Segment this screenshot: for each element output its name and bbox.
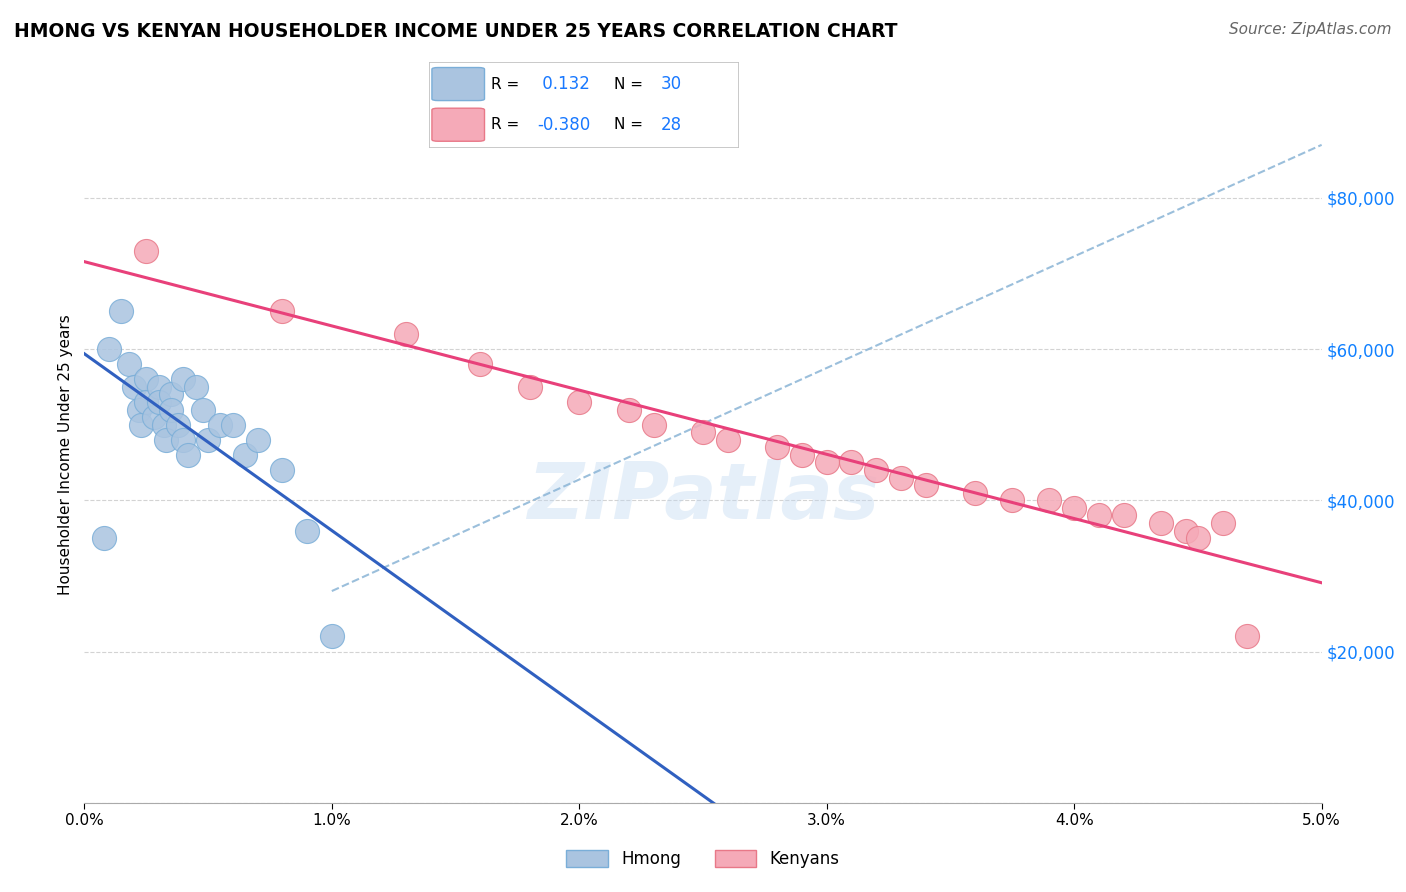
Point [914, 478, 936, 492]
Point [790, 448, 813, 462]
Text: HMONG VS KENYAN HOUSEHOLDER INCOME UNDER 25 YEARS CORRELATION CHART: HMONG VS KENYAN HOUSEHOLDER INCOME UNDER… [14, 22, 897, 41]
Point [148, 395, 170, 409]
Point [766, 441, 789, 455]
Point [209, 417, 232, 432]
Point [1150, 516, 1173, 530]
Point [1174, 524, 1197, 538]
Point [155, 433, 177, 447]
Point [1063, 500, 1085, 515]
Point [295, 524, 318, 538]
Point [172, 372, 194, 386]
Point [148, 380, 170, 394]
Point [1001, 493, 1024, 508]
Point [135, 244, 157, 258]
Point [815, 455, 838, 469]
Point [160, 402, 183, 417]
Point [233, 448, 256, 462]
Point [191, 402, 214, 417]
Point [271, 463, 294, 477]
Point [1038, 493, 1060, 508]
Point [246, 433, 269, 447]
Point [617, 402, 640, 417]
Point [395, 326, 418, 341]
Point [321, 629, 343, 643]
Text: N =: N = [614, 117, 644, 132]
Point [865, 463, 887, 477]
Point [118, 357, 141, 371]
Point [167, 417, 190, 432]
Point [93, 531, 115, 545]
FancyBboxPatch shape [432, 68, 485, 101]
Point [841, 455, 863, 469]
Text: ZIPatlas: ZIPatlas [527, 458, 879, 534]
Point [692, 425, 714, 440]
Legend: Hmong, Kenyans: Hmong, Kenyans [560, 843, 846, 874]
Text: R =: R = [491, 77, 519, 92]
Point [160, 387, 183, 401]
Text: N =: N = [614, 77, 644, 92]
Point [172, 433, 194, 447]
Point [965, 485, 987, 500]
Point [177, 448, 200, 462]
Point [643, 417, 665, 432]
Text: R =: R = [491, 117, 519, 132]
Point [470, 357, 492, 371]
Point [128, 402, 150, 417]
Point [271, 304, 294, 318]
Point [110, 304, 132, 318]
Point [1112, 508, 1135, 523]
Text: 30: 30 [661, 75, 682, 93]
Point [197, 433, 219, 447]
Point [129, 417, 152, 432]
Point [1088, 508, 1111, 523]
Point [1212, 516, 1234, 530]
Text: -0.380: -0.380 [537, 116, 591, 134]
Point [184, 380, 207, 394]
Y-axis label: Householder Income Under 25 years: Householder Income Under 25 years [58, 315, 73, 595]
Point [98, 342, 121, 356]
Point [519, 380, 541, 394]
Point [135, 395, 157, 409]
Point [135, 372, 157, 386]
Point [142, 410, 165, 425]
Text: Source: ZipAtlas.com: Source: ZipAtlas.com [1229, 22, 1392, 37]
FancyBboxPatch shape [432, 108, 485, 141]
Point [152, 417, 174, 432]
Text: 0.132: 0.132 [537, 75, 591, 93]
Point [568, 395, 591, 409]
Point [1187, 531, 1209, 545]
Point [1236, 629, 1258, 643]
Text: 28: 28 [661, 116, 682, 134]
Point [222, 417, 245, 432]
Point [122, 380, 145, 394]
Point [717, 433, 740, 447]
Point [890, 470, 912, 484]
